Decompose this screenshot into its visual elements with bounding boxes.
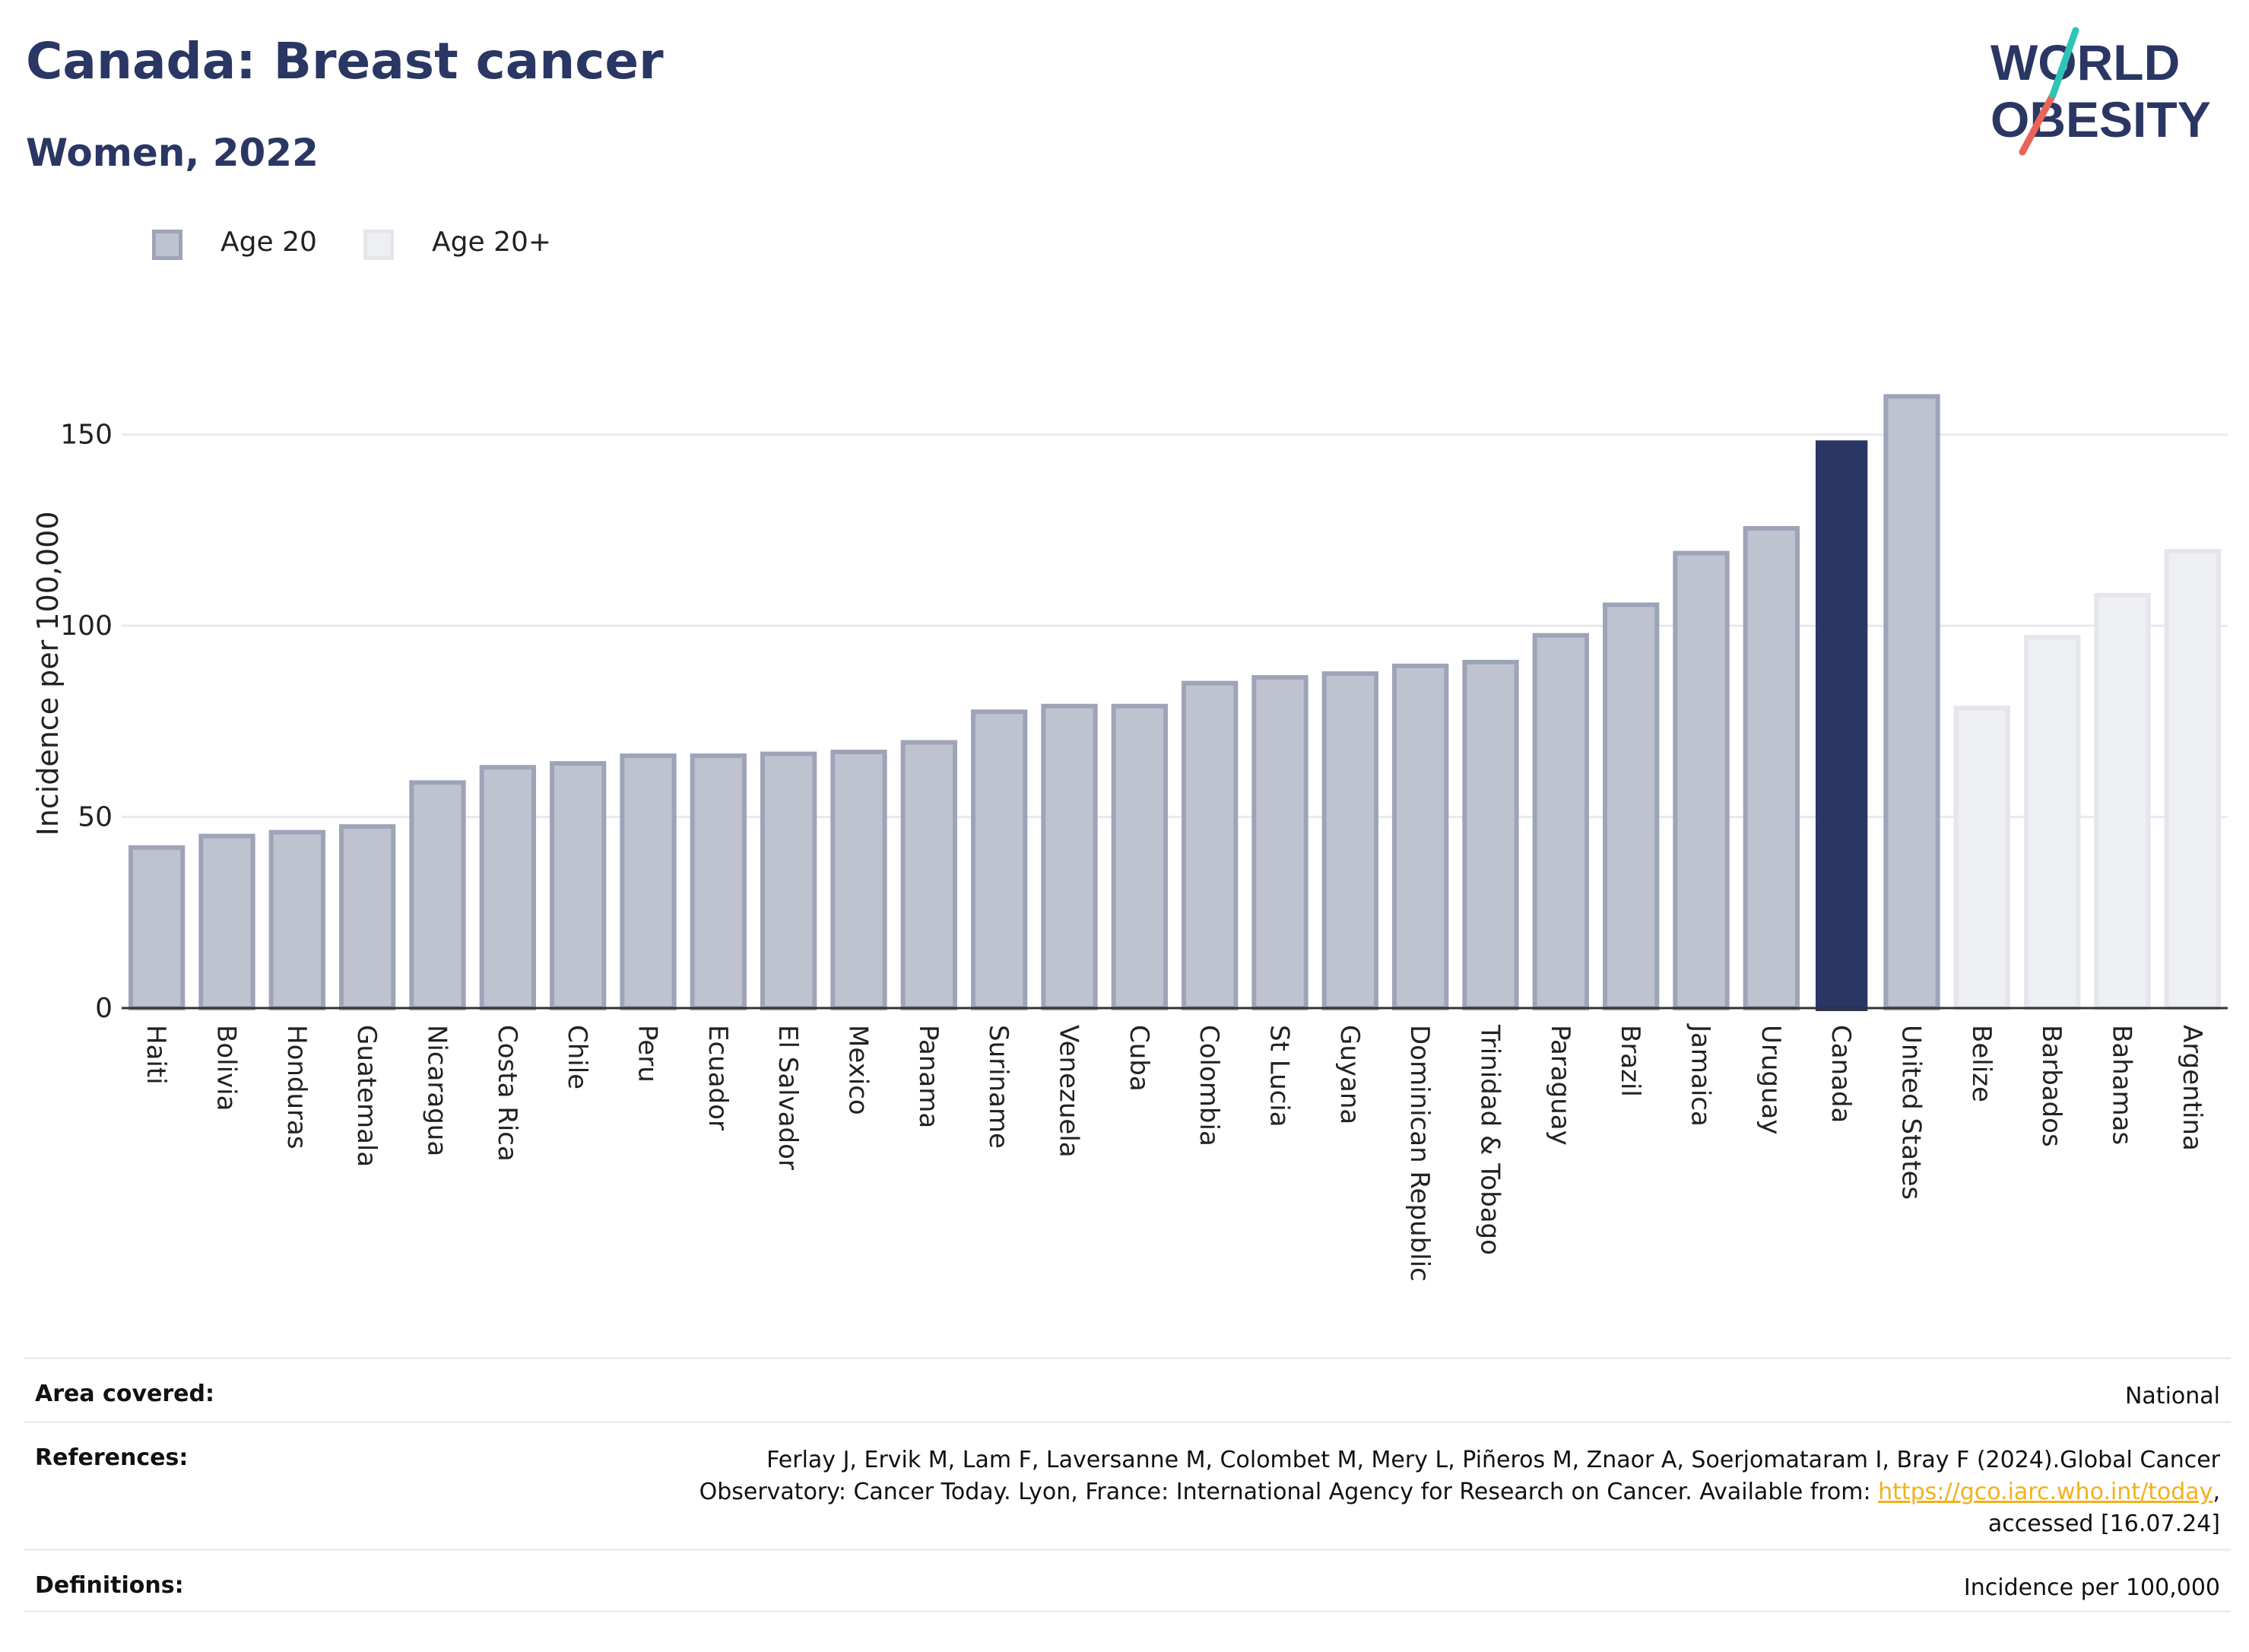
bar-uruguay xyxy=(1743,525,1800,1010)
legend-label-age20: Age 20 xyxy=(220,227,317,258)
x-tick-label: Haiti xyxy=(141,1025,171,1085)
bar-guyana xyxy=(1321,671,1378,1010)
x-tick-label: Paraguay xyxy=(1545,1025,1575,1146)
definitions-value: Incidence per 100,000 xyxy=(1963,1574,2220,1601)
bar-honduras xyxy=(268,829,325,1011)
logo-slash-red xyxy=(2019,91,2057,156)
x-tick-label: El Salvador xyxy=(772,1025,803,1170)
legend-swatch-age20plus xyxy=(363,230,394,260)
bar-jamaica xyxy=(1673,550,1730,1011)
world-obesity-logo: WORLD OBESITY xyxy=(1990,27,2211,156)
bar-st-lucia xyxy=(1251,675,1308,1010)
bar-belize xyxy=(1953,706,2010,1010)
x-tick-label: Brazil xyxy=(1615,1025,1645,1097)
references-line1: Ferlay J, Ervik M, Lam F, Laversanne M, … xyxy=(766,1447,2220,1473)
bar-colombia xyxy=(1182,680,1239,1010)
bar-guatemala xyxy=(339,824,396,1011)
x-tick-label: Honduras xyxy=(281,1025,312,1149)
bar-el-salvador xyxy=(760,751,817,1010)
references-line2: Observatory: Cancer Today. Lyon, France:… xyxy=(699,1476,2220,1508)
references-line2-end: , xyxy=(2213,1479,2220,1505)
definitions-label: Definitions: xyxy=(35,1572,184,1599)
footer-row-references: References: Ferlay J, Ervik M, Lam F, La… xyxy=(24,1421,2231,1549)
x-tick-label: Colombia xyxy=(1194,1025,1224,1146)
x-tick-label: Cuba xyxy=(1124,1025,1154,1092)
references-label: References: xyxy=(35,1444,189,1471)
x-tick-label: Bahamas xyxy=(2107,1025,2137,1145)
bar-united-states xyxy=(1883,394,1940,1010)
references-link[interactable]: https://gco.iarc.who.int/today xyxy=(1878,1479,2213,1505)
bar-argentina xyxy=(2164,549,2221,1011)
x-tick-label: Canada xyxy=(1826,1025,1856,1123)
bar-cuba xyxy=(1111,703,1168,1010)
bar-trinidad-tobago xyxy=(1462,659,1519,1010)
x-tick-label: Bolivia xyxy=(211,1025,242,1111)
area-covered-value: National xyxy=(2124,1383,2220,1409)
bar-venezuela xyxy=(1041,703,1098,1010)
bar-brazil xyxy=(1603,602,1660,1010)
bar-barbados xyxy=(2024,635,2081,1010)
x-tick-label: Trinidad & Tobago xyxy=(1475,1024,1505,1255)
bar-haiti xyxy=(128,845,186,1010)
x-tick-label: Peru xyxy=(633,1025,663,1083)
x-tick-label: Dominican Republic xyxy=(1404,1025,1435,1282)
y-tick-label: 150 xyxy=(60,420,113,451)
x-tick-label: Venezuela xyxy=(1054,1025,1084,1158)
x-tick-label: Guatemala xyxy=(351,1025,382,1167)
footer-row-area: Area covered: National xyxy=(24,1357,2231,1421)
x-tick-label: Jamaica xyxy=(1686,1023,1716,1127)
x-tick-label: Mexico xyxy=(843,1025,874,1115)
x-tick-label: Uruguay xyxy=(1756,1025,1786,1135)
y-tick-label: 100 xyxy=(60,610,113,642)
bar-dominican-republic xyxy=(1392,663,1449,1010)
x-tick-label: Ecuador xyxy=(703,1025,733,1130)
y-axis-title: Incidence per 100,000 xyxy=(31,511,65,836)
x-tick-label: Argentina xyxy=(2177,1025,2207,1151)
bar-peru xyxy=(620,753,677,1010)
x-tick-label: Nicaragua xyxy=(422,1025,452,1156)
bar-mexico xyxy=(830,750,887,1010)
bar-paraguay xyxy=(1532,633,1589,1010)
bar-costa-rica xyxy=(479,765,536,1010)
bar-ecuador xyxy=(690,753,747,1010)
references-value: Ferlay J, Ervik M, Lam F, Laversanne M, … xyxy=(699,1444,2220,1540)
x-tick-label: Costa Rica xyxy=(492,1025,522,1162)
chart-footer: Area covered: National References: Ferla… xyxy=(24,1357,2231,1612)
logo-line1: WORLD xyxy=(1990,34,2180,90)
bar-canada xyxy=(1816,440,1868,1011)
x-tick-label: Guyana xyxy=(1334,1025,1365,1124)
area-covered-label: Area covered: xyxy=(35,1381,214,1407)
page-title: Canada: Breast cancer xyxy=(26,32,664,90)
x-tick-label: Belize xyxy=(1966,1025,1997,1102)
bar-suriname xyxy=(971,709,1028,1010)
page-subtitle: Women, 2022 xyxy=(26,131,319,175)
y-tick-label: 0 xyxy=(95,993,113,1024)
logo-line2: OBESITY xyxy=(1990,91,2211,147)
references-line3: accessed [16.07.24] xyxy=(1987,1511,2220,1537)
footer-row-definitions: Definitions: Incidence per 100,000 xyxy=(24,1549,2231,1612)
legend-label-age20plus: Age 20+ xyxy=(432,227,552,258)
bar-bahamas xyxy=(2094,592,2151,1010)
y-tick-label: 50 xyxy=(78,802,113,833)
logo-slash-teal xyxy=(2049,27,2079,99)
x-tick-label: United States xyxy=(1896,1025,1927,1200)
x-tick-label: Suriname xyxy=(983,1025,1013,1149)
x-tick-label: Panama xyxy=(913,1025,944,1128)
bar-bolivia xyxy=(198,833,255,1011)
bar-chile xyxy=(550,761,607,1011)
bar-panama xyxy=(900,740,957,1010)
bar-nicaragua xyxy=(409,780,466,1010)
x-tick-label: Chile xyxy=(562,1025,592,1089)
x-tick-label: Barbados xyxy=(2036,1025,2067,1147)
x-tick-label: St Lucia xyxy=(1264,1025,1295,1127)
legend-swatch-age20 xyxy=(152,230,182,260)
references-line2-text: Observatory: Cancer Today. Lyon, France:… xyxy=(699,1479,1879,1505)
bar-chart: 0 50 100 150 Incidence per 100,000 Haiti Boliv… xyxy=(31,394,2228,1282)
